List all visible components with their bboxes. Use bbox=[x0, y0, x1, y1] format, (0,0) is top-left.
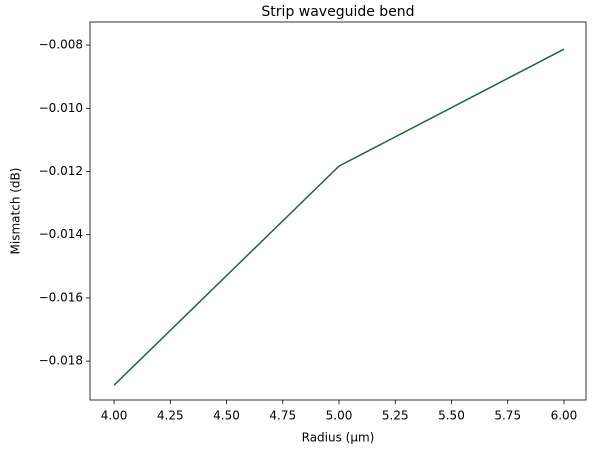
y-tick-label: −0.018 bbox=[39, 354, 83, 368]
y-axis-label: Mismatch (dB) bbox=[9, 168, 23, 255]
y-tick-label: −0.010 bbox=[39, 101, 83, 115]
x-tick-label: 4.00 bbox=[101, 409, 128, 423]
x-tick-label: 5.75 bbox=[494, 409, 521, 423]
data-line bbox=[113, 48, 565, 386]
y-tick-label: −0.008 bbox=[39, 38, 83, 52]
x-tick-label: 4.75 bbox=[269, 409, 296, 423]
x-tick-label: 4.50 bbox=[213, 409, 240, 423]
chart-title: Strip waveguide bend bbox=[261, 4, 414, 20]
x-axis-label: Radius (µm) bbox=[302, 431, 375, 445]
y-tick-label: −0.012 bbox=[39, 164, 83, 178]
x-tick-label: 5.25 bbox=[382, 409, 409, 423]
plot-frame bbox=[89, 21, 587, 401]
x-tick-label: 6.00 bbox=[551, 409, 578, 423]
y-tick-label: −0.016 bbox=[39, 290, 83, 304]
x-tick-label: 5.50 bbox=[438, 409, 465, 423]
x-tick-label: 4.25 bbox=[157, 409, 184, 423]
y-tick-label: −0.014 bbox=[39, 227, 83, 241]
x-tick-label: 5.00 bbox=[326, 409, 353, 423]
